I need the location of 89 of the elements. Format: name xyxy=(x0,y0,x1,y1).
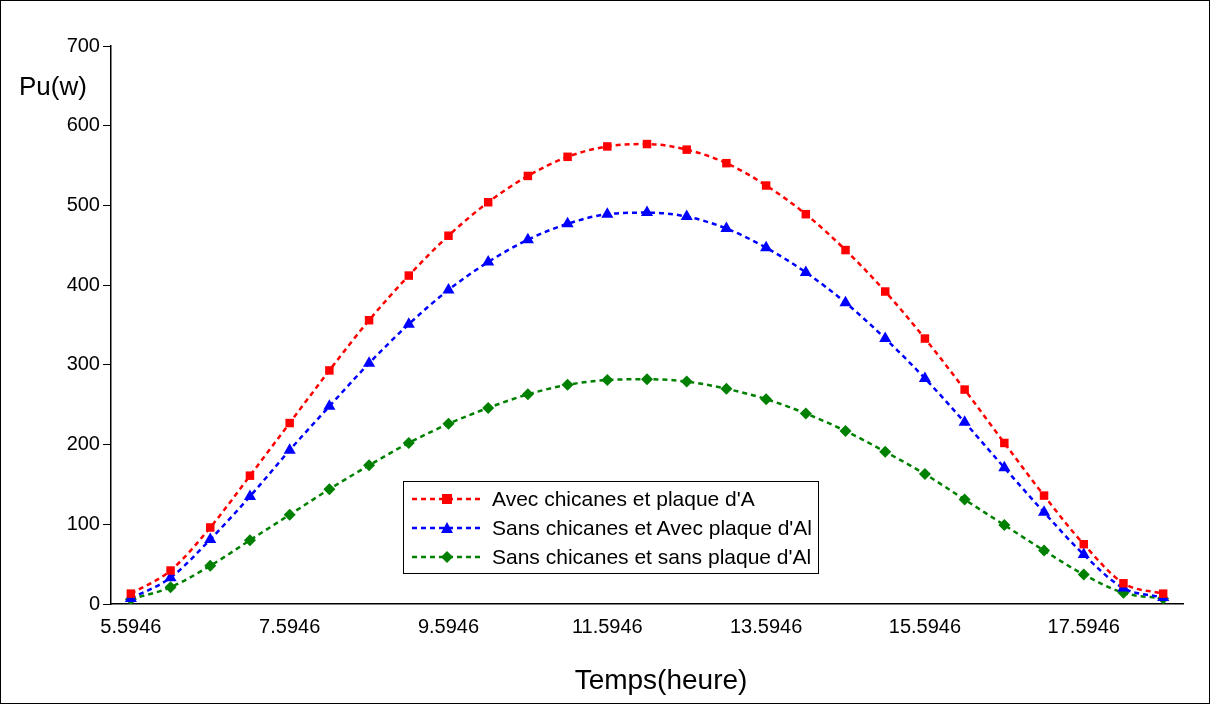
x-tick-label: 11.5946 xyxy=(571,614,643,637)
x-tick-label: 5.5946 xyxy=(100,614,162,637)
y-tick-label: 200 xyxy=(66,432,100,455)
point xyxy=(879,445,892,458)
point xyxy=(323,483,336,496)
y-tick-label: 500 xyxy=(66,192,100,215)
point xyxy=(404,271,414,280)
point xyxy=(285,418,294,428)
point xyxy=(682,145,691,154)
x-tick-label: 15.5946 xyxy=(888,614,962,637)
point xyxy=(680,209,693,221)
point xyxy=(879,331,892,343)
point xyxy=(1158,589,1168,598)
x-tick-label: 7.5946 xyxy=(259,614,321,637)
legend-label: Sans chicanes et sans plaque d'Al xyxy=(492,544,812,569)
point xyxy=(1039,491,1049,500)
point xyxy=(166,566,175,575)
point xyxy=(402,436,415,449)
point xyxy=(958,415,971,426)
point xyxy=(998,519,1011,532)
point xyxy=(603,142,612,151)
point xyxy=(839,425,852,438)
point xyxy=(243,534,256,547)
x-tick-label: 17.5946 xyxy=(1047,614,1120,637)
point xyxy=(841,245,850,255)
point xyxy=(601,207,614,218)
y-tick-label: 300 xyxy=(66,352,100,375)
x-tick-label: 9.5946 xyxy=(417,614,480,637)
point xyxy=(363,459,376,472)
point xyxy=(960,385,969,394)
point xyxy=(561,216,574,228)
point xyxy=(442,417,455,430)
point xyxy=(760,393,773,406)
point xyxy=(760,240,773,252)
y-tick-label: 700 xyxy=(66,33,100,56)
point xyxy=(722,158,731,168)
point xyxy=(442,282,455,294)
point xyxy=(521,232,534,244)
point xyxy=(561,378,574,391)
point xyxy=(204,532,217,543)
point xyxy=(521,388,534,401)
legend-label: Avec chicanes et plaque d'A xyxy=(492,486,755,511)
point xyxy=(920,334,930,343)
point xyxy=(761,181,771,190)
point xyxy=(1037,505,1051,516)
point xyxy=(283,508,296,521)
point xyxy=(918,468,931,481)
point xyxy=(640,205,654,217)
point xyxy=(601,374,614,386)
point xyxy=(1000,438,1009,448)
point xyxy=(164,581,177,594)
point xyxy=(325,366,334,375)
point xyxy=(1119,579,1128,588)
point xyxy=(839,295,852,307)
point xyxy=(799,265,812,276)
point xyxy=(363,356,376,367)
y-tick-label: 100 xyxy=(66,511,100,534)
point xyxy=(323,399,336,410)
y-tick-label: 400 xyxy=(66,272,100,295)
point xyxy=(720,221,733,233)
x-axis-title: Temps(heure) xyxy=(573,664,749,696)
point xyxy=(1079,539,1088,549)
x-tick-label: 13.5946 xyxy=(729,614,803,637)
y-tick-label: 0 xyxy=(88,591,100,614)
point xyxy=(444,231,453,240)
y-axis-title: Pu(w) xyxy=(19,71,87,102)
point xyxy=(1038,544,1051,557)
point xyxy=(204,559,217,572)
point xyxy=(680,375,693,388)
legend-label: Sans chicanes et Avec plaque d'Al xyxy=(492,515,813,540)
point xyxy=(641,373,653,386)
point xyxy=(482,401,495,414)
point xyxy=(1077,568,1090,581)
point xyxy=(918,371,931,382)
point xyxy=(880,287,890,296)
point xyxy=(243,489,257,500)
point xyxy=(283,443,296,454)
point xyxy=(799,407,812,420)
point xyxy=(1077,547,1090,559)
point xyxy=(958,493,971,506)
point xyxy=(126,589,136,598)
point xyxy=(206,523,215,532)
point xyxy=(720,382,733,395)
point xyxy=(245,471,255,480)
point xyxy=(402,317,415,328)
point xyxy=(482,255,495,266)
y-tick-label: 600 xyxy=(66,113,100,136)
point xyxy=(563,152,572,162)
point xyxy=(998,460,1011,472)
